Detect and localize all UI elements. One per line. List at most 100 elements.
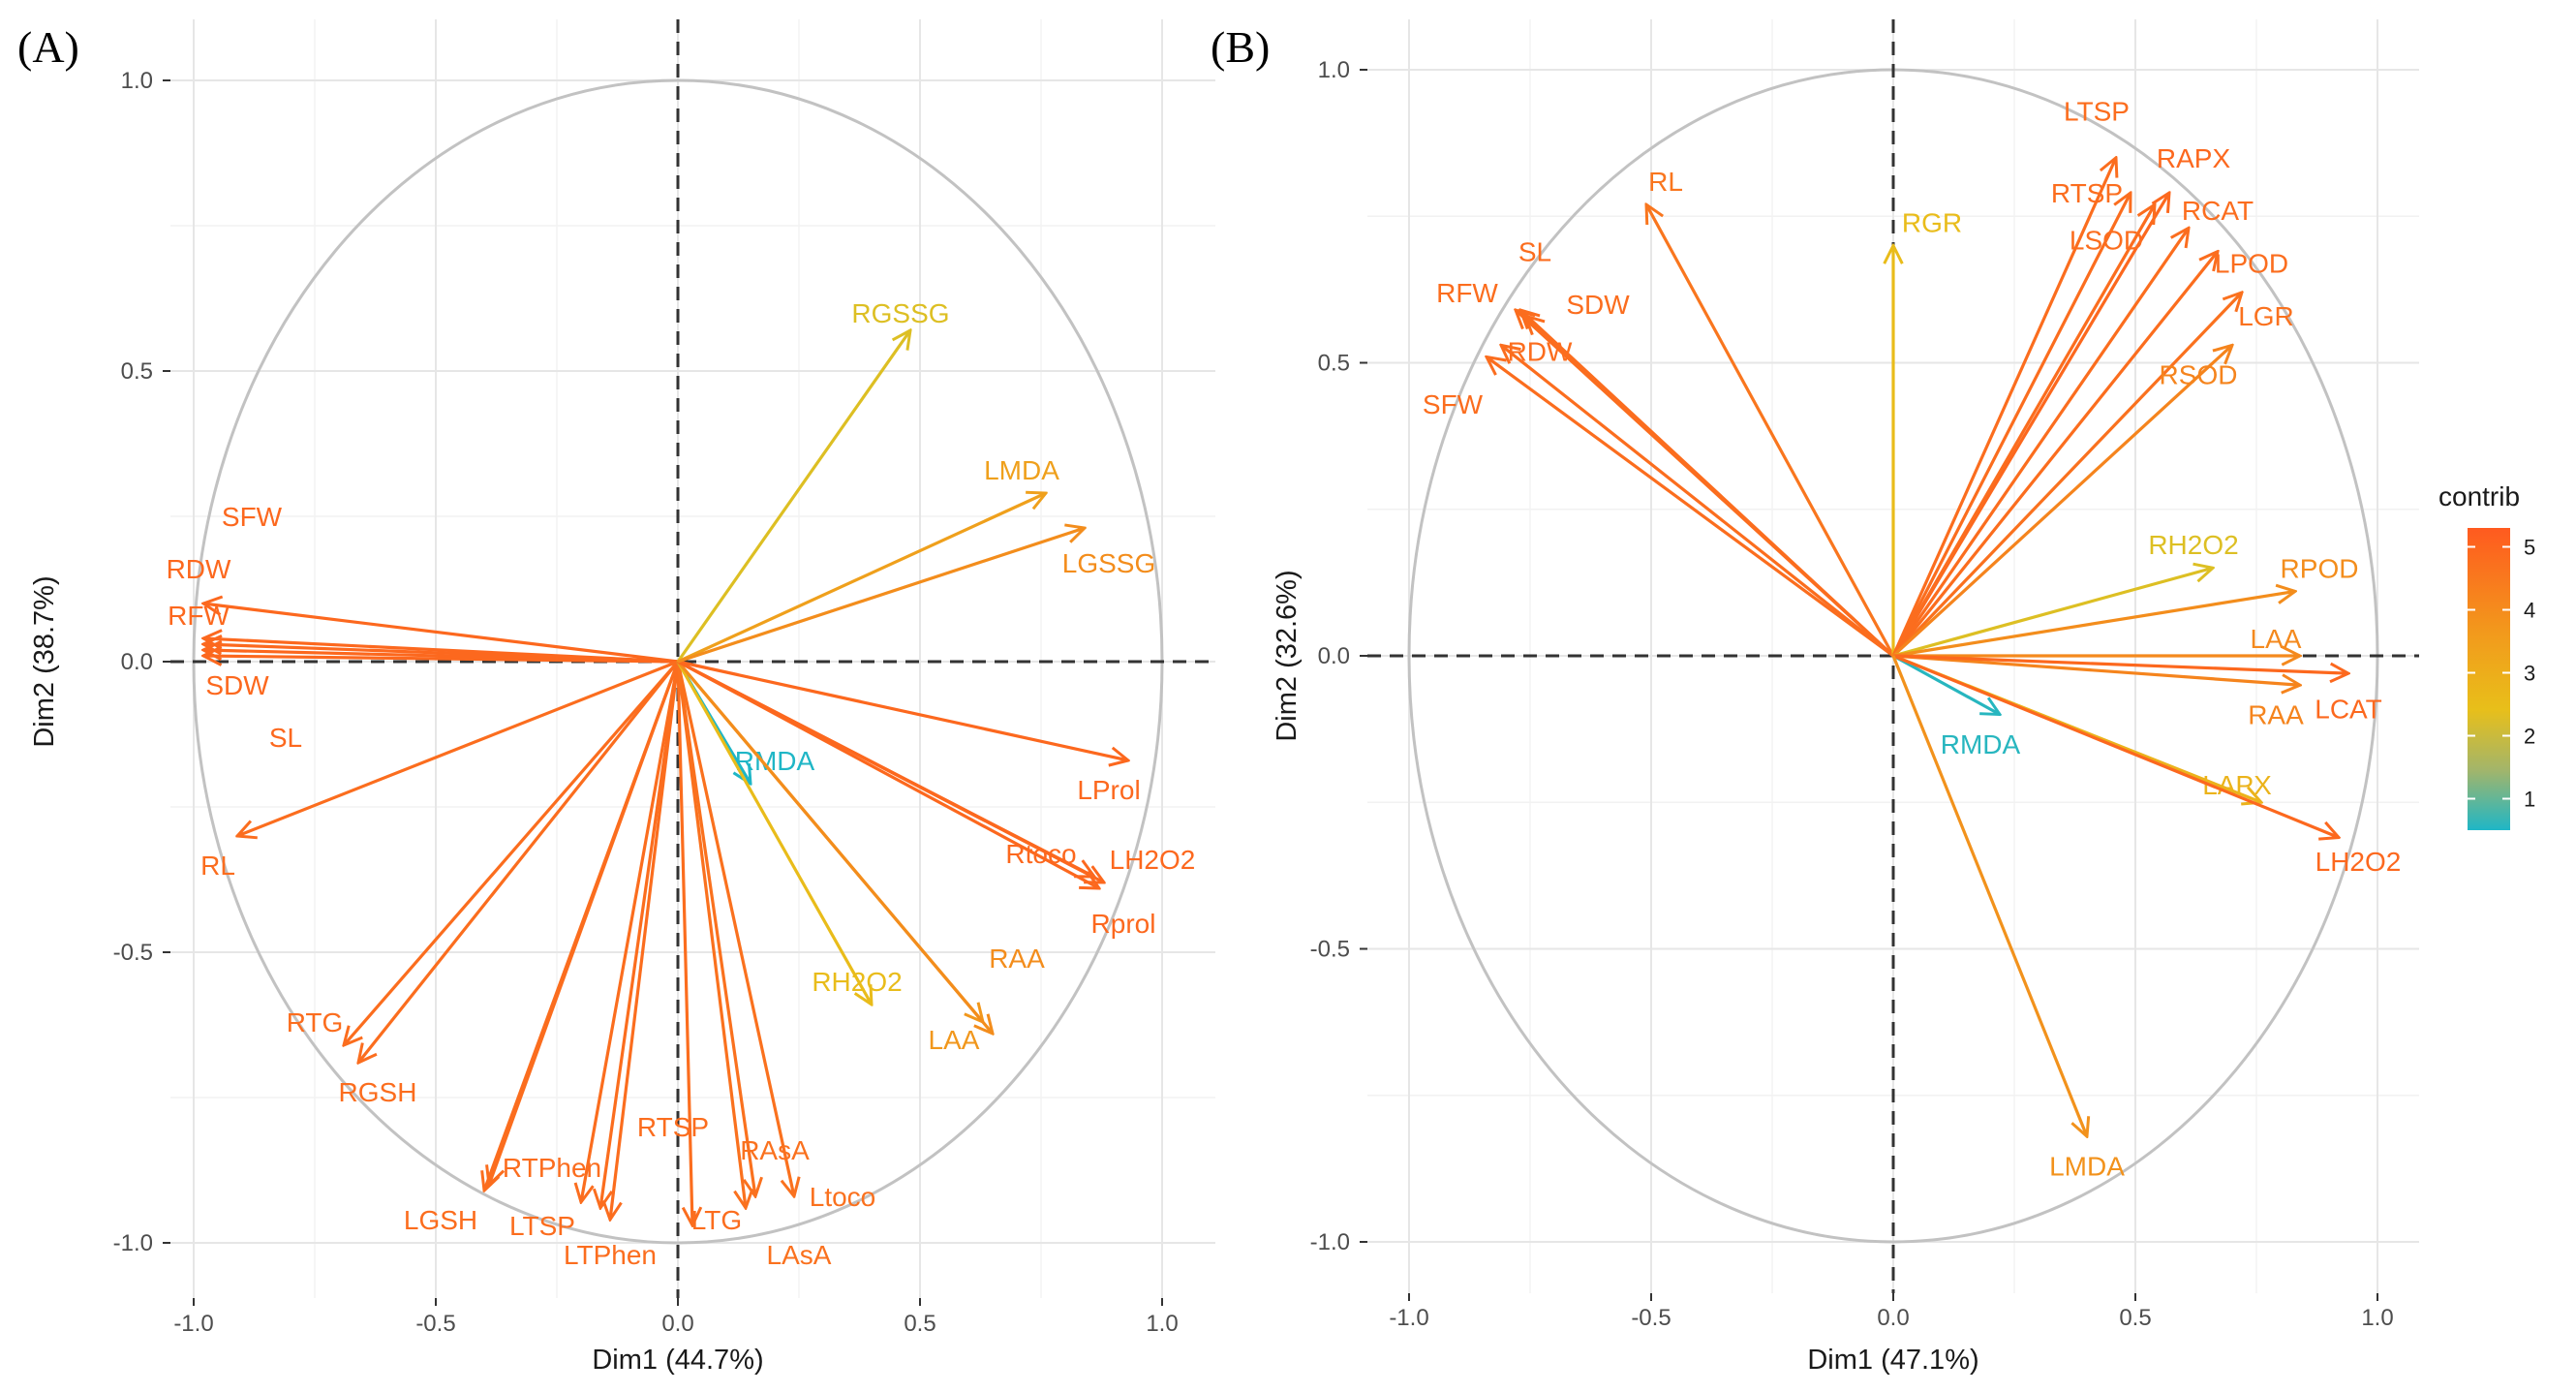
arrow-rdw — [1501, 345, 1894, 658]
label-lasa: LAsA — [767, 1240, 832, 1270]
label-sfw: SFW — [1423, 389, 1484, 419]
variable-arrows: RL SL RFW SDW RDW SFW RGR LTSP RAPX RTSP RCAT LSOD L… — [1423, 96, 2401, 1181]
x-tick-label: -0.5 — [415, 1311, 455, 1337]
x-tick-label: 0.5 — [2119, 1305, 2151, 1331]
arrow-rgsh — [358, 661, 680, 1063]
label-lsod: LSOD — [2070, 225, 2143, 255]
label-rprol: Rprol — [1091, 909, 1156, 939]
label-rfw: RFW — [168, 601, 230, 631]
arrow-sfw — [1487, 356, 1894, 658]
y-tick-label: 0.5 — [121, 358, 153, 385]
legend-ticks: 5 4 3 2 1 — [2468, 536, 2535, 812]
legend-colorbar — [2468, 528, 2510, 830]
arrow-raa — [1892, 654, 2300, 685]
arrow-rfw — [203, 638, 679, 664]
label-ltphen: LTPhen — [564, 1240, 657, 1270]
arrow-ltphen — [610, 661, 680, 1220]
y-axis-title: Dim2 (32.6%) — [1272, 570, 1303, 741]
arrow-rdw — [203, 604, 679, 664]
panel-label: (B) — [1211, 22, 1270, 72]
x-tick-label: 0.0 — [661, 1311, 693, 1337]
y-tick-label: 1.0 — [1318, 57, 1350, 83]
label-lh2o2: LH2O2 — [2315, 847, 2402, 877]
label-sl: SL — [269, 723, 302, 753]
label-ltsp: LTSP — [2064, 96, 2130, 126]
label-rmda: RMDA — [735, 746, 815, 776]
label-rapx: RAPX — [2157, 143, 2231, 173]
arrow-lasa — [676, 661, 746, 1208]
arrow-rtg — [344, 660, 680, 1045]
x-tick-label: 0.0 — [1877, 1305, 1909, 1331]
x-tick-label: -0.5 — [1631, 1305, 1671, 1331]
y-tick-label: -0.5 — [113, 940, 153, 966]
legend-title: contrib — [2438, 481, 2520, 511]
arrow-rtsp — [600, 661, 680, 1208]
label-lgssg: LGSSG — [1062, 548, 1155, 578]
y-tick-label: -1.0 — [1310, 1229, 1350, 1255]
panel-b: (B) -1.0 -0.5 0.0 0.5 1.0 -1.0 -0.5 0.0 0.5 1.0 Dim… — [1211, 19, 2419, 1376]
arrow-rh2o2 — [676, 661, 872, 1005]
arrow-rl — [1646, 204, 1895, 657]
x-axis-title: Dim1 (44.7%) — [592, 1345, 763, 1376]
x-tick-label: 1.0 — [1146, 1311, 1178, 1337]
legend-tick-label: 5 — [2524, 536, 2535, 560]
label-lgsh: LGSH — [404, 1205, 477, 1235]
arrow-ltoco — [676, 661, 794, 1196]
arrow-lcat — [1892, 654, 2348, 673]
label-lmda: LMDA — [2049, 1151, 2125, 1181]
x-axis-title: Dim1 (47.1%) — [1807, 1345, 1978, 1376]
arrow-raa — [676, 660, 993, 1034]
label-rl: RL — [1648, 167, 1683, 197]
label-laa: LAA — [929, 1025, 980, 1055]
arrow-lpod — [1891, 252, 2218, 658]
label-rfw: RFW — [1436, 278, 1498, 308]
label-lgr: LGR — [2238, 301, 2294, 331]
label-rgsh: RGSH — [339, 1077, 417, 1107]
arrow-rl — [237, 660, 679, 836]
legend-tick-label: 3 — [2524, 662, 2535, 686]
label-sfw: SFW — [222, 502, 283, 532]
x-tick-label: 0.5 — [904, 1311, 935, 1337]
arrow-rcat — [1891, 228, 2189, 657]
arrow-rprol — [677, 660, 1099, 888]
arrow-rgssg — [676, 330, 910, 663]
arrow-lmda — [677, 493, 1046, 664]
y-tick-label: -1.0 — [113, 1230, 153, 1256]
contrib-legend: contrib 5 4 3 2 1 — [2438, 481, 2535, 830]
label-raa: RAA — [989, 944, 1045, 974]
legend-tick-label: 4 — [2524, 599, 2535, 623]
arrow-ltg — [676, 661, 692, 1225]
label-rasa: RAsA — [740, 1135, 810, 1165]
label-lcat: LCAT — [2315, 694, 2382, 724]
label-rcat: RCAT — [2182, 196, 2254, 226]
x-tick-label: -1.0 — [173, 1311, 213, 1337]
label-ltoco: Ltoco — [810, 1182, 876, 1212]
label-lpod: LPOD — [2215, 249, 2288, 279]
y-tick-label: 0.5 — [1318, 351, 1350, 377]
label-lmda: LMDA — [984, 455, 1059, 485]
y-axis-title: Dim2 (38.7%) — [29, 575, 60, 747]
label-rtsp: RTSP — [637, 1112, 709, 1142]
arrow-lgr — [1891, 293, 2242, 658]
x-tick-label: -1.0 — [1389, 1305, 1428, 1331]
arrow-rh2o2 — [1892, 568, 2213, 658]
arrow-rtsp — [1891, 193, 2131, 657]
arrow-rasa — [676, 661, 755, 1196]
y-tick-label: -0.5 — [1310, 937, 1350, 963]
label-ltg: LTG — [691, 1205, 742, 1235]
label-rh2o2: RH2O2 — [812, 967, 902, 997]
panel-a: (A) -1.0 -0.5 0.0 0.5 1.0 -1.0 -0.5 0.0 0.5 1.0 Dim… — [17, 19, 1215, 1376]
arrow-ltsp — [1891, 158, 2116, 657]
x-tick-label: 1.0 — [2361, 1305, 2393, 1331]
arrow-lgsh — [484, 661, 680, 1191]
label-lh2o2: LH2O2 — [1110, 845, 1196, 875]
arrow-rsod — [1891, 345, 2232, 658]
label-rsod: RSOD — [2160, 360, 2238, 390]
label-sdw: SDW — [1566, 290, 1630, 320]
label-rmda: RMDA — [1941, 729, 2021, 759]
label-raa: RAA — [2248, 700, 2304, 730]
arrow-ltsp — [581, 661, 680, 1202]
label-rh2o2: RH2O2 — [2148, 530, 2238, 560]
label-ltsp: LTSP — [509, 1211, 575, 1241]
